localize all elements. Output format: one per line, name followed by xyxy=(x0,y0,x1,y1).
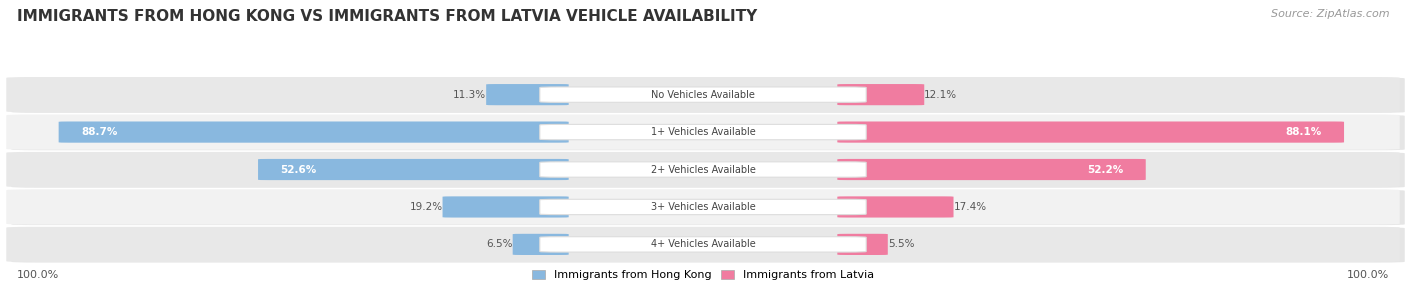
Text: 88.1%: 88.1% xyxy=(1285,127,1322,137)
FancyBboxPatch shape xyxy=(540,199,866,214)
FancyBboxPatch shape xyxy=(11,152,1405,188)
FancyBboxPatch shape xyxy=(6,77,1400,112)
Text: IMMIGRANTS FROM HONG KONG VS IMMIGRANTS FROM LATVIA VEHICLE AVAILABILITY: IMMIGRANTS FROM HONG KONG VS IMMIGRANTS … xyxy=(17,9,756,23)
FancyBboxPatch shape xyxy=(838,159,1146,180)
FancyBboxPatch shape xyxy=(513,234,568,255)
FancyBboxPatch shape xyxy=(540,237,866,252)
FancyBboxPatch shape xyxy=(11,115,1405,150)
FancyBboxPatch shape xyxy=(259,159,568,180)
Legend: Immigrants from Hong Kong, Immigrants from Latvia: Immigrants from Hong Kong, Immigrants fr… xyxy=(531,270,875,281)
Text: 11.3%: 11.3% xyxy=(453,90,486,100)
Text: 52.6%: 52.6% xyxy=(281,164,316,174)
FancyBboxPatch shape xyxy=(11,78,1405,113)
Text: 6.5%: 6.5% xyxy=(486,239,513,249)
Text: Source: ZipAtlas.com: Source: ZipAtlas.com xyxy=(1271,9,1389,19)
Text: 17.4%: 17.4% xyxy=(953,202,987,212)
FancyBboxPatch shape xyxy=(11,227,1405,263)
FancyBboxPatch shape xyxy=(838,234,887,255)
FancyBboxPatch shape xyxy=(540,87,866,102)
FancyBboxPatch shape xyxy=(59,122,568,143)
Text: 52.2%: 52.2% xyxy=(1087,164,1123,174)
FancyBboxPatch shape xyxy=(486,84,568,105)
FancyBboxPatch shape xyxy=(6,152,1400,187)
Text: 5.5%: 5.5% xyxy=(887,239,914,249)
FancyBboxPatch shape xyxy=(6,227,1400,262)
FancyBboxPatch shape xyxy=(6,189,1400,225)
Text: 100.0%: 100.0% xyxy=(1347,270,1389,279)
FancyBboxPatch shape xyxy=(443,196,568,218)
Text: 1+ Vehicles Available: 1+ Vehicles Available xyxy=(651,127,755,137)
Text: 2+ Vehicles Available: 2+ Vehicles Available xyxy=(651,164,755,174)
Text: 88.7%: 88.7% xyxy=(82,127,118,137)
FancyBboxPatch shape xyxy=(540,162,866,177)
FancyBboxPatch shape xyxy=(838,196,953,218)
FancyBboxPatch shape xyxy=(11,190,1405,225)
Text: 100.0%: 100.0% xyxy=(17,270,59,279)
Text: 12.1%: 12.1% xyxy=(924,90,957,100)
Text: 19.2%: 19.2% xyxy=(409,202,443,212)
Text: No Vehicles Available: No Vehicles Available xyxy=(651,90,755,100)
FancyBboxPatch shape xyxy=(838,122,1344,143)
FancyBboxPatch shape xyxy=(838,84,924,105)
Text: 4+ Vehicles Available: 4+ Vehicles Available xyxy=(651,239,755,249)
Text: 3+ Vehicles Available: 3+ Vehicles Available xyxy=(651,202,755,212)
FancyBboxPatch shape xyxy=(540,124,866,140)
FancyBboxPatch shape xyxy=(6,114,1400,150)
